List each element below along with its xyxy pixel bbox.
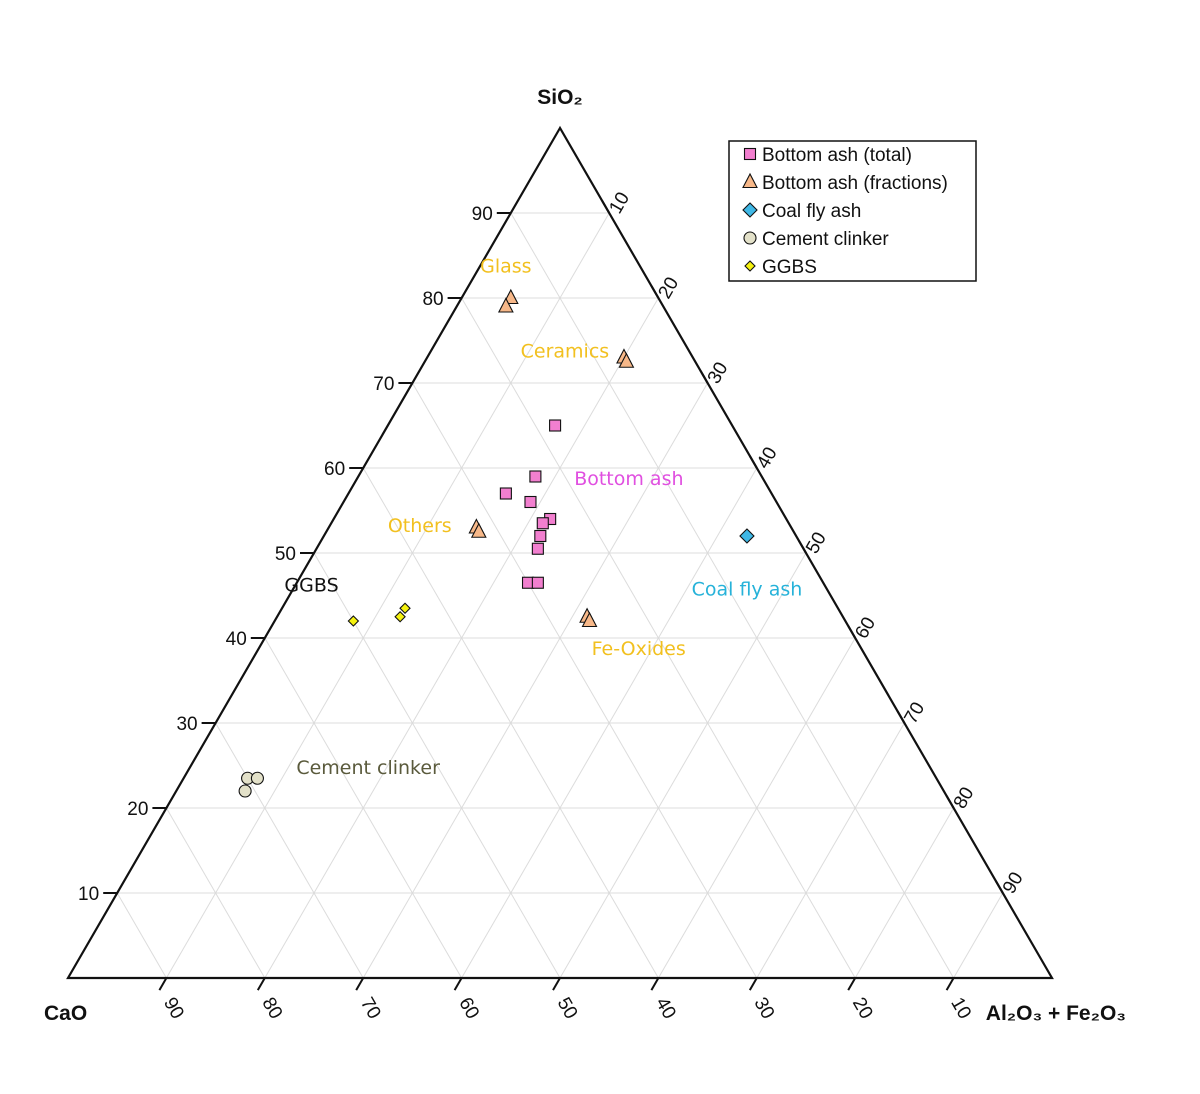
point-bottom-ash-total-6 [536,517,549,530]
gridline-cao-60 [264,637,463,979]
point-bottom-ash-total-10 [531,576,544,589]
axis-label-sio2: SiO₂ [537,86,583,109]
region-label-others: Others [388,515,452,537]
tick-label-cao-70: 70 [356,994,385,1023]
tick-mark-al2o3-20 [650,285,660,299]
tick-label-cao-20: 20 [848,994,877,1023]
tick-label-sio2-90: 90 [472,204,493,225]
tick-mark-al2o3-60 [847,625,857,639]
legend-label-ggbs: GGBS [762,257,817,278]
tick-label-cao-90: 90 [159,994,188,1023]
legend-label-bottom-ash-fractions: Bottom ash (fractions) [762,173,948,194]
tick-label-cao-10: 10 [946,994,975,1023]
point-cement-clinker-2 [250,771,264,785]
tick-label-cao-60: 60 [454,994,483,1023]
axis-label-cao: CaO [44,1002,87,1025]
region-label-glass: Glass [480,256,531,278]
tick-mark-al2o3-10 [601,200,611,214]
point-bottom-ash-fractions-8 [581,611,598,628]
tick-mark-al2o3-40 [748,455,758,469]
tick-mark-al2o3-70 [896,710,906,724]
point-bottom-ash-fractions-4 [618,352,635,368]
tick-mark-al2o3-30 [699,370,709,384]
tick-label-cao-80: 80 [257,994,286,1023]
grid-lines [116,212,1004,979]
legend-marker-ggbs [744,260,756,272]
gridline-al2o3-60 [657,637,856,979]
tick-mark-cao-20 [847,977,857,991]
tick-label-sio2-40: 40 [226,629,247,650]
tick-label-sio2-30: 30 [176,714,197,735]
tick-label-sio2-10: 10 [78,884,99,905]
gridline-cao-70 [215,722,364,979]
tick-mark-cao-10 [945,977,955,991]
region-label-cement-clinker: Cement clinker [296,757,440,779]
tick-mark-al2o3-90 [994,880,1004,894]
tick-label-sio2-50: 50 [275,544,296,565]
point-cement-clinker-3 [238,784,252,798]
data-points [238,288,755,798]
tick-label-cao-40: 40 [651,994,680,1023]
tick-mark-cao-30 [748,977,758,991]
point-bottom-ash-total-8 [531,542,544,555]
tick-mark-cao-90 [158,977,168,991]
tick-mark-al2o3-50 [798,540,807,554]
tick-label-cao-30: 30 [749,994,778,1023]
legend-label-bottom-ash-total: Bottom ash (total) [762,145,912,166]
legend-label-coal-fly-ash: Coal fly ash [762,201,861,222]
point-coal-fly-ash-1 [739,528,755,544]
region-labels: Glass Ceramics Bottom ash Others GGBS Coal fl… [284,256,802,780]
axis-label-al2o3-fe2o3: Al₂O₃ + Fe₂O₃ [986,1002,1126,1025]
point-bottom-ash-total-2 [529,470,542,483]
legend: Bottom ash (total) Bottom ash (fractions)… [728,140,977,282]
point-ggbs-1 [399,602,411,615]
tick-label-sio2-20: 20 [127,799,148,820]
point-bottom-ash-total-1 [549,419,562,432]
legend-box [728,140,977,282]
gridline-al2o3-80 [854,807,955,979]
point-bottom-ash-total-3 [499,487,512,500]
region-label-coal-fly-ash: Coal fly ash [692,579,803,601]
tick-label-sio2-70: 70 [373,374,394,395]
point-bottom-ash-fractions-2 [497,297,514,313]
legend-marker-bottom-ash-fractions [742,172,758,189]
point-bottom-ash-fractions-6 [470,522,487,538]
point-ggbs-2 [394,610,406,623]
region-label-ggbs: GGBS [284,574,338,596]
tick-mark-cao-80 [256,977,266,991]
region-label-bottom-ash: Bottom ash [574,468,683,490]
gridline-cao-90 [116,892,167,979]
region-label-fe-oxides: Fe-Oxides [592,638,686,660]
region-label-ceramics: Ceramics [521,341,610,363]
gridline-al2o3-10 [165,212,610,979]
point-bottom-ash-total-4 [524,495,537,509]
legend-label-cement-clinker: Cement clinker [762,229,889,250]
legend-marker-cement-clinker [743,231,757,245]
tick-mark-cao-60 [453,977,463,991]
point-ggbs-3 [347,615,360,627]
gridline-cao-30 [411,382,758,979]
gridline-cao-80 [165,807,266,979]
tick-mark-cao-40 [650,977,660,991]
gridline-al2o3-90 [953,892,1004,979]
legend-marker-bottom-ash-total [743,147,757,161]
tick-label-cao-50: 50 [553,994,582,1023]
tick-label-sio2-80: 80 [422,289,443,310]
axis-ticks: 1020304050607080901020304050607080901020… [78,189,1028,1023]
gridline-al2o3-50 [559,552,807,979]
tick-mark-cao-70 [355,977,365,991]
gridline-al2o3-70 [756,722,905,979]
gridline-al2o3-30 [362,382,709,979]
tick-mark-cao-50 [552,977,561,991]
point-bottom-ash-total-7 [534,529,547,543]
legend-marker-coal-fly-ash [742,202,758,218]
tick-mark-al2o3-80 [945,795,955,809]
gridline-cao-10 [510,212,955,979]
tick-label-sio2-60: 60 [324,459,345,480]
